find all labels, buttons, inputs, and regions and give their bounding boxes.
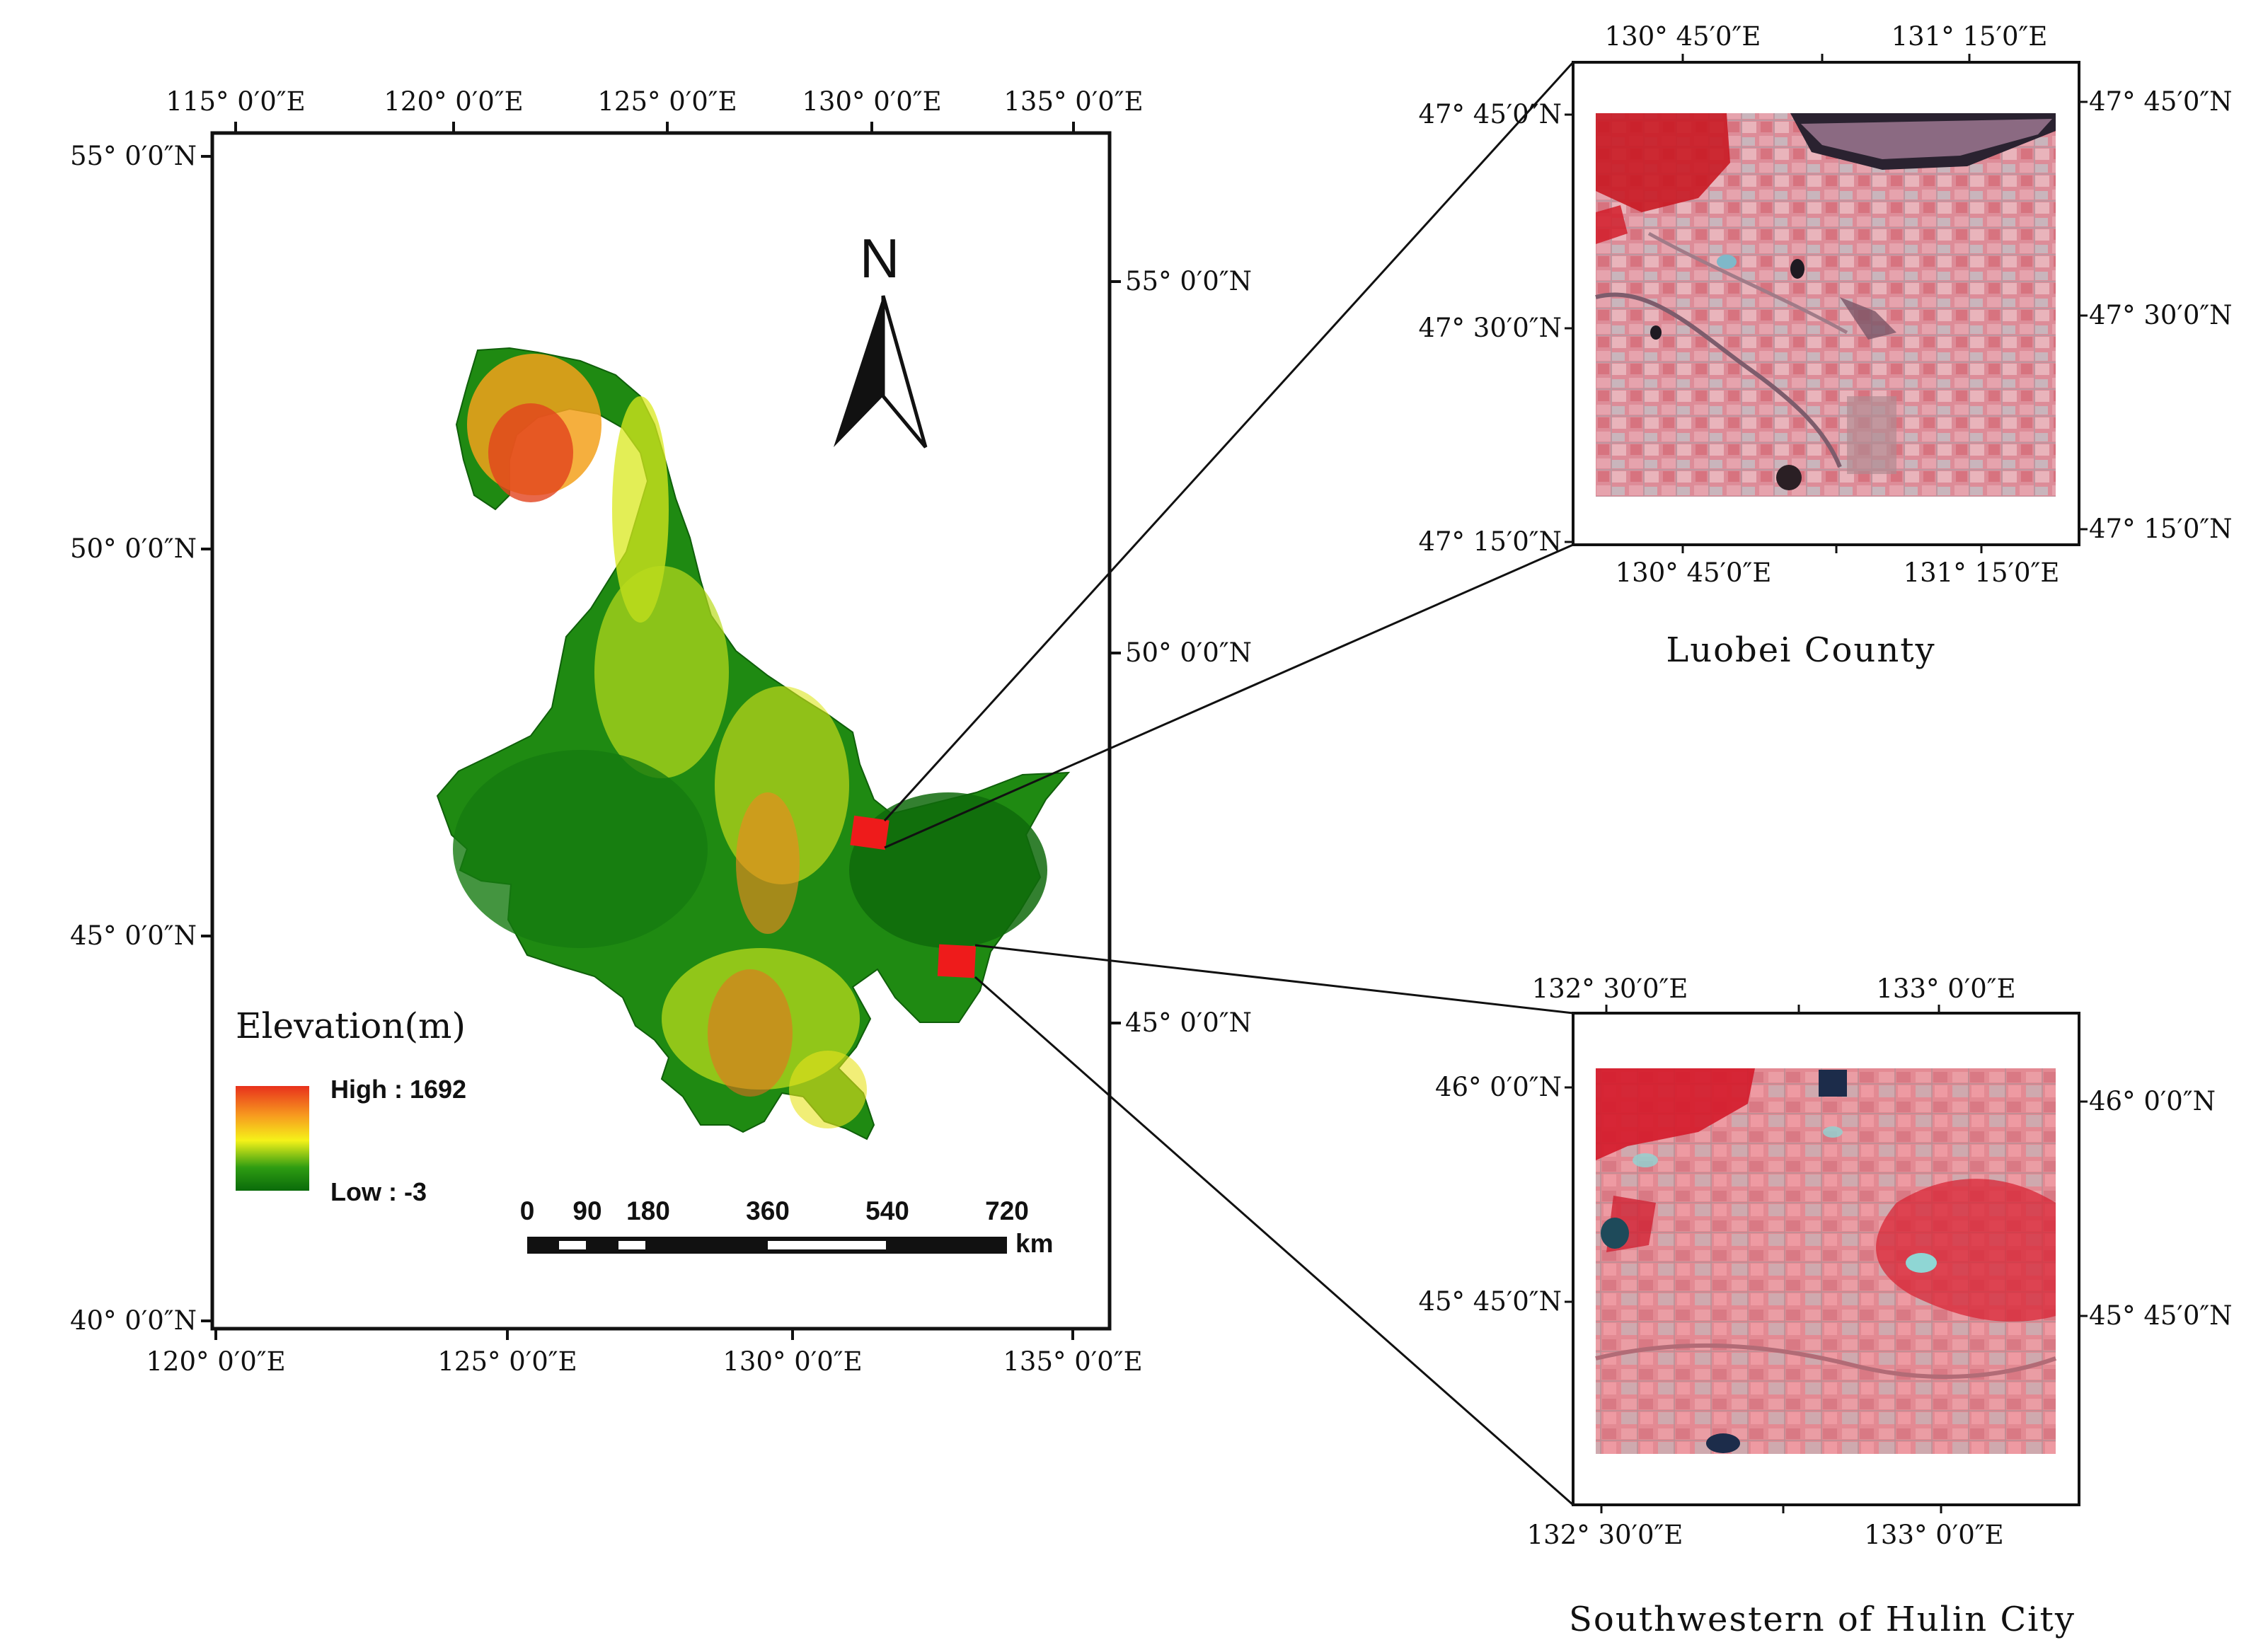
hulin-right-tick-1: 46° 0′0″N — [2089, 1086, 2216, 1116]
inset-hulin-ticks: 132° 30′0″E 133° 0′0″E 132° 30′0″E 133° … — [1418, 974, 2232, 1550]
hulin-right-tick-2: 45° 45′0″N — [2089, 1300, 2233, 1331]
legend-title: Elevation(m) — [236, 1005, 466, 1046]
inset-luobei-ticks: 130° 45′0″E 131° 15′0″E 130° 45′0″E 131°… — [1418, 21, 2232, 588]
main-left-tick-1: 55° 0′0″N — [70, 141, 197, 171]
terrain-ridge-north — [612, 396, 669, 623]
scale-label-540: 540 — [865, 1196, 909, 1225]
main-left-tick-2: 50° 0′0″N — [70, 533, 197, 564]
inset-hulin-caption: Southwestern of Hulin City — [1569, 1600, 2076, 1639]
luobei-left-tick-3: 47° 15′0″N — [1418, 526, 1562, 557]
terrain-peaks-central — [736, 792, 800, 934]
terrain-peak-northwest — [488, 403, 573, 502]
inset-luobei-caption: Luobei County — [1666, 630, 1935, 670]
legend-color-ramp — [236, 1086, 309, 1191]
hulin-top-tick-2: 133° 0′0″E — [1876, 974, 2015, 1004]
main-bottom-tick-3: 130° 0′0″E — [722, 1346, 862, 1377]
study-area-luobei-marker — [850, 815, 890, 850]
luobei-right-tick-2: 47° 30′0″N — [2089, 300, 2233, 330]
luobei-bottom-tick-2: 131° 15′0″E — [1904, 558, 2060, 588]
main-map-top-ticks: 115° 0′0″E 120° 0′0″E 125° 0′0″E 130° 0′… — [166, 86, 1143, 117]
hulin-bottom-tick-2: 133° 0′0″E — [1864, 1520, 2003, 1550]
main-right-tick-2: 50° 0′0″N — [1125, 637, 1252, 668]
hulin-left-tick-2: 45° 45′0″N — [1418, 1286, 1562, 1317]
main-top-tick-1: 115° 0′0″E — [166, 86, 305, 117]
main-top-tick-2: 120° 0′0″E — [384, 86, 523, 117]
main-map: 115° 0′0″E 120° 0′0″E 125° 0′0″E 130° 0′… — [70, 86, 1252, 1377]
luobei-right-tick-3: 47° 15′0″N — [2089, 514, 2233, 544]
luobei-bottom-tick-1: 130° 45′0″E — [1616, 558, 1772, 588]
luobei-left-tick-1: 47° 45′0″N — [1418, 99, 1562, 129]
hulin-left-tick-1: 46° 0′0″N — [1435, 1072, 1562, 1102]
main-bottom-tick-2: 125° 0′0″E — [437, 1346, 577, 1377]
scale-label-0: 0 — [520, 1196, 535, 1225]
scale-label-90: 90 — [572, 1196, 601, 1225]
hulin-top-tick-1: 132° 30′0″E — [1532, 974, 1688, 1004]
luobei-top-tick-1: 130° 45′0″E — [1605, 21, 1761, 52]
luobei-top-tick-2: 131° 15′0″E — [1892, 21, 2048, 52]
scale-unit: km — [1015, 1229, 1053, 1258]
main-right-tick-1: 55° 0′0″N — [1125, 266, 1252, 296]
main-map-tick-marks — [201, 122, 1121, 1340]
inset-connector-lines — [883, 61, 1574, 1506]
luobei-left-tick-2: 47° 30′0″N — [1418, 313, 1562, 343]
terrain-hills-southeast — [789, 1051, 867, 1128]
north-arrow-icon: N — [834, 227, 928, 449]
main-map-bottom-ticks: 120° 0′0″E 125° 0′0″E 130° 0′0″E 135° 0′… — [146, 1346, 1142, 1377]
legend-low-label: Low : -3 — [330, 1177, 427, 1206]
main-right-tick-3: 45° 0′0″N — [1125, 1007, 1252, 1038]
elevation-legend: Elevation(m) High : 1692 Low : -3 — [236, 1005, 466, 1206]
scale-label-180: 180 — [626, 1196, 670, 1225]
hulin-bottom-tick-1: 132° 30′0″E — [1527, 1520, 1683, 1550]
legend-high-label: High : 1692 — [330, 1075, 466, 1104]
terrain-lowland-west — [453, 750, 708, 948]
scale-label-360: 360 — [746, 1196, 790, 1225]
main-left-tick-4: 40° 0′0″N — [70, 1305, 197, 1336]
main-left-tick-3: 45° 0′0″N — [70, 920, 197, 951]
province-elevation-map — [436, 347, 1071, 1140]
study-area-hulin-marker — [937, 944, 977, 978]
terrain-hills-central — [594, 566, 729, 778]
main-bottom-tick-4: 135° 0′0″E — [1003, 1346, 1142, 1377]
inset-luobei-imagery — [1595, 113, 2056, 497]
terrain-peaks-south — [708, 969, 793, 1097]
north-arrow-label: N — [860, 227, 899, 289]
terrain-lowland-east — [849, 792, 1047, 948]
main-top-tick-5: 135° 0′0″E — [1003, 86, 1143, 117]
scale-bar-labels: 0 90 180 360 540 720 km — [520, 1196, 1054, 1258]
scale-label-720: 720 — [985, 1196, 1029, 1225]
main-map-left-ticks: 55° 0′0″N 50° 0′0″N 45° 0′0″N 40° 0′0″N — [70, 141, 197, 1336]
inset-hulin-city: 132° 30′0″E 133° 0′0″E 132° 30′0″E 133° … — [1418, 974, 2232, 1639]
scale-bar: 0 90 180 360 540 720 km — [520, 1196, 1054, 1258]
main-map-right-ticks: 55° 0′0″N 50° 0′0″N 45° 0′0″N — [1125, 266, 1252, 1038]
main-bottom-tick-1: 120° 0′0″E — [146, 1346, 285, 1377]
inset-luobei-county: 130° 45′0″E 131° 15′0″E 130° 45′0″E 131°… — [1418, 21, 2232, 670]
inset-hulin-imagery — [1595, 1068, 2056, 1454]
luobei-right-tick-1: 47° 45′0″N — [2089, 86, 2233, 117]
main-top-tick-4: 130° 0′0″E — [802, 86, 941, 117]
main-top-tick-3: 125° 0′0″E — [597, 86, 737, 117]
